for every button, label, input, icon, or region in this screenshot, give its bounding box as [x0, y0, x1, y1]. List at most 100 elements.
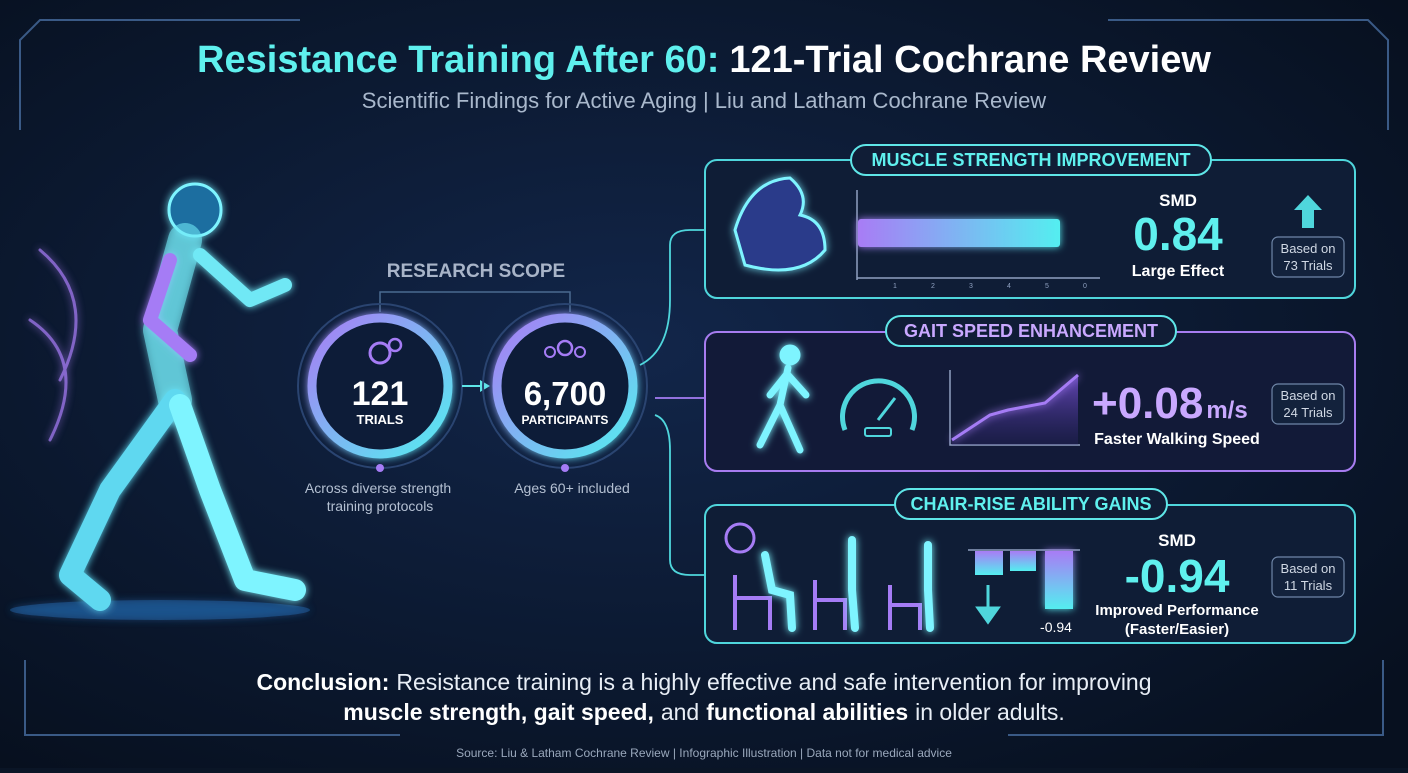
down-bar	[1010, 551, 1036, 571]
runner-figure	[10, 182, 310, 620]
panel: CHAIR-RISE ABILITY GAINS -0.94 SMD -0.94…	[704, 488, 1356, 644]
mini-axis-label: 3	[969, 283, 973, 290]
title-accent: Resistance Training After 60:	[197, 39, 719, 81]
metric-label: SMD	[1158, 531, 1196, 550]
metric-value: +0.08 m/s	[1092, 379, 1248, 428]
badge-text: Based on	[1281, 241, 1336, 256]
panel-title: CHAIR-RISE ABILITY GAINS	[910, 494, 1151, 514]
frame	[19, 19, 1389, 736]
badge	[1271, 236, 1345, 278]
gauge	[840, 378, 917, 431]
conclusion-text: Resistance training is a highly effectiv…	[396, 669, 1151, 695]
strength-bar	[858, 219, 1060, 247]
panel-title: GAIT SPEED ENHANCEMENT	[904, 321, 1158, 341]
panel-box	[704, 504, 1356, 644]
scope-value: 121	[352, 375, 409, 413]
metric-unit: m/s	[1206, 397, 1247, 424]
scope-circle: 121 TRIALS	[297, 303, 463, 469]
scope-bracket	[379, 291, 571, 312]
panel: MUSCLE STRENGTH IMPROVEMENT 1 2 3 4 5 0 SMD 0…	[704, 144, 1356, 299]
panel: GAIT SPEED ENHANCEMENT +0.08 m/s Faster W…	[704, 315, 1356, 472]
people-icon	[544, 346, 556, 358]
up-arrow	[1294, 195, 1322, 228]
clock-icon	[724, 522, 756, 554]
circle-ring	[307, 313, 453, 459]
metric-description: Faster Walking Speed	[1094, 431, 1260, 448]
gauge-needle	[876, 397, 897, 421]
circle-ring	[492, 313, 638, 459]
frame-corner	[1008, 660, 1384, 736]
walker-head	[779, 344, 801, 366]
bar-label: -0.94	[1040, 619, 1072, 635]
people-icon	[574, 346, 586, 358]
gear-icon	[368, 341, 392, 365]
chair	[813, 580, 847, 630]
down-bar	[975, 551, 1003, 575]
connectors	[639, 229, 705, 576]
gear-icon	[387, 337, 403, 353]
scope-circle: 6,700 PARTICIPANTS	[482, 303, 648, 469]
badge-text: 24 Trials	[1283, 405, 1333, 420]
trend-line	[951, 373, 1079, 442]
person	[848, 536, 859, 632]
chair-icons	[733, 575, 922, 630]
conclusion-text: in older adults.	[915, 699, 1065, 725]
metric-label: SMD	[1159, 191, 1197, 210]
metric-number: +0.08	[1092, 379, 1203, 428]
metric-description: (Faster/Easier)	[1125, 621, 1229, 638]
badge-text: 73 Trials	[1283, 258, 1333, 273]
footer-source: Source: Liu & Latham Cochrane Review | I…	[456, 746, 952, 760]
dot	[376, 464, 384, 472]
conclusion-emphasis: muscle strength, gait speed,	[343, 699, 654, 725]
scope-label: RESEARCH SCOPE	[387, 261, 565, 282]
panel-title: MUSCLE STRENGTH IMPROVEMENT	[871, 150, 1190, 170]
conclusion-line: muscle strength, gait speed, and functiona…	[343, 699, 1064, 725]
scope-caption: Across diverse strength training protoco…	[305, 480, 455, 514]
mini-axis-label: 1	[893, 283, 897, 290]
scope-unit: TRIALS	[357, 412, 404, 427]
dot	[561, 464, 569, 472]
walker-body	[756, 364, 810, 454]
metric-description: Large Effect	[1132, 263, 1225, 280]
gauge-base	[864, 427, 892, 437]
walker-icon	[756, 344, 810, 454]
frame-corner	[1108, 19, 1389, 130]
conclusion-emphasis: functional abilities	[706, 699, 908, 725]
connector	[639, 229, 705, 366]
scope-value: 6,700	[524, 375, 607, 412]
mini-axis-label: 2	[931, 283, 935, 290]
metric-value: -0.94	[1125, 550, 1230, 602]
panel-pill	[885, 315, 1177, 347]
subtitle: Scientific Findings for Active Aging | L…	[362, 88, 1047, 113]
caption-line: training protocols	[327, 498, 434, 514]
metric-value: 0.84	[1133, 208, 1223, 260]
badge	[1271, 383, 1345, 425]
mini-axis-label: 5	[1045, 283, 1049, 290]
runner-arm	[143, 253, 197, 362]
runner-leg	[59, 389, 186, 611]
panel-pill	[894, 488, 1168, 520]
frame-corner	[19, 19, 300, 130]
people-icon	[556, 339, 574, 357]
scope-caption: Ages 60+ included	[514, 480, 630, 496]
chair	[733, 575, 772, 630]
connector	[654, 414, 705, 576]
runner-shadow	[10, 600, 310, 620]
badge	[1271, 556, 1345, 598]
runner-arm	[193, 248, 292, 307]
panel-pill	[850, 144, 1212, 176]
runner-leg	[169, 394, 306, 601]
title: Resistance Training After 60: 121-Trial C…	[197, 39, 1211, 81]
down-bar	[1045, 551, 1073, 609]
scope-unit: PARTICIPANTS	[522, 413, 609, 427]
mini-axis-label: 0	[1083, 283, 1087, 290]
badge-text: Based on	[1281, 561, 1336, 576]
mini-axis	[856, 190, 1100, 280]
mini-axis-label: 4	[1007, 283, 1011, 290]
badge-text: Based on	[1281, 388, 1336, 403]
person	[924, 541, 934, 632]
motion-lines	[28, 248, 78, 442]
chair	[888, 585, 922, 630]
